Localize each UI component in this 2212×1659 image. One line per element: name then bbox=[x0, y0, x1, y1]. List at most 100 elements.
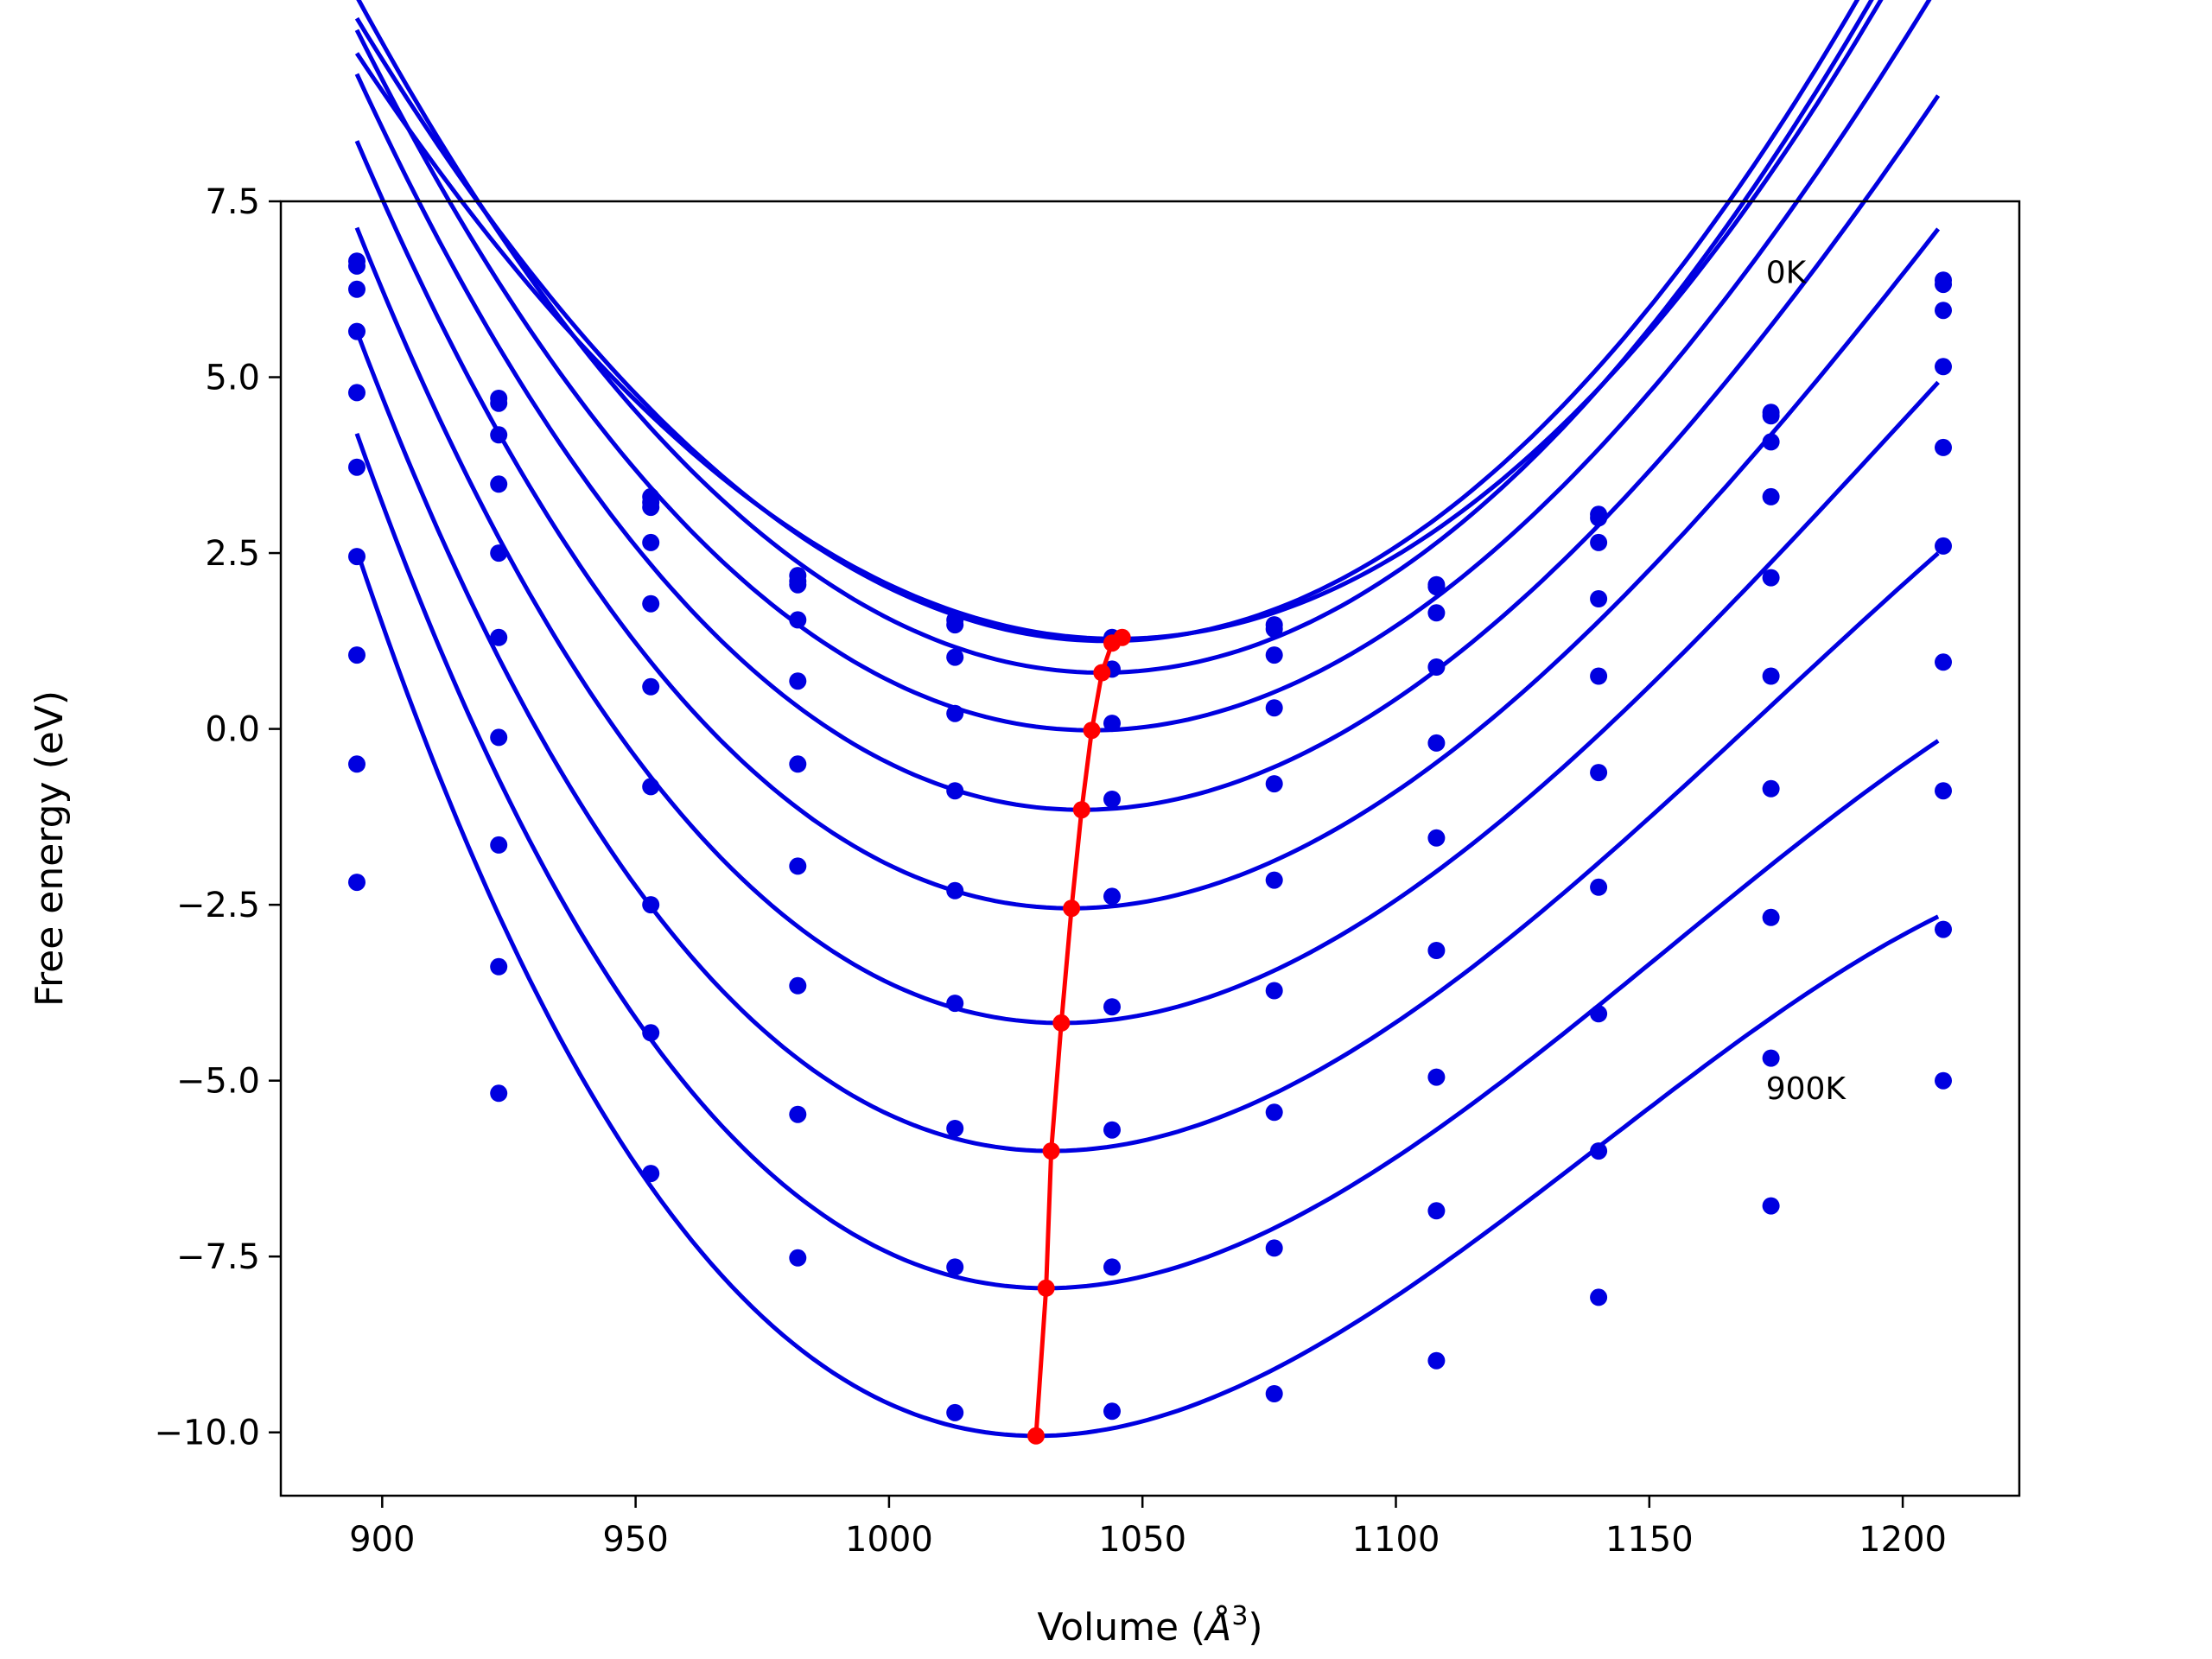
data-point-4-9 bbox=[1762, 569, 1780, 587]
data-point-7-1 bbox=[490, 836, 508, 854]
data-point-9-1 bbox=[490, 1084, 508, 1103]
y-tick-label-6: −7.5 bbox=[176, 1237, 260, 1277]
data-point-3-7 bbox=[1427, 658, 1446, 676]
data-point-5-10 bbox=[1935, 537, 1952, 555]
data-point-1-9 bbox=[1762, 407, 1780, 425]
data-point-9-8 bbox=[1590, 1288, 1608, 1306]
data-point-5-5 bbox=[1103, 887, 1121, 906]
data-point-7-5 bbox=[1103, 1121, 1121, 1139]
annotations: 0K 900K bbox=[1766, 255, 1847, 1106]
data-point-4-4 bbox=[946, 782, 964, 800]
data-point-3-10 bbox=[1935, 358, 1952, 376]
data-point-3-3 bbox=[789, 611, 807, 629]
data-point-5-8 bbox=[1590, 764, 1608, 782]
data-point-6-7 bbox=[1427, 942, 1446, 959]
data-point-2-10 bbox=[1935, 302, 1952, 320]
data-point-9-9 bbox=[1762, 1197, 1780, 1215]
data-point-5-4 bbox=[946, 881, 964, 899]
y-axis-ticks: 7.5 5.0 2.5 0.0 −2.5 −5.0 −7.5 −10.0 bbox=[154, 182, 281, 1453]
data-point-5-9 bbox=[1762, 667, 1780, 685]
y-tick-label-0: 7.5 bbox=[205, 182, 260, 222]
x-tick-label-2: 1000 bbox=[845, 1520, 933, 1560]
data-point-7-3 bbox=[789, 976, 807, 995]
data-point-5-7 bbox=[1427, 829, 1446, 847]
y-tick-label-7: −10.0 bbox=[154, 1414, 260, 1453]
data-point-2-1 bbox=[490, 426, 508, 444]
y-tick-label-3: 0.0 bbox=[205, 710, 260, 750]
data-point-3-1 bbox=[490, 475, 508, 493]
data-point-9-6 bbox=[1265, 1385, 1283, 1402]
minimum-path bbox=[1027, 628, 1131, 1445]
x-tick-label-4: 1100 bbox=[1352, 1520, 1440, 1560]
data-point-4-10 bbox=[1935, 438, 1952, 456]
data-point-5-2 bbox=[642, 677, 660, 696]
data-point-5-0 bbox=[348, 458, 365, 476]
fit-curve-2 bbox=[356, 0, 1874, 675]
data-point-3-8 bbox=[1590, 590, 1608, 607]
annotation-1: 900K bbox=[1766, 1071, 1847, 1107]
data-point-9-4 bbox=[946, 1403, 964, 1421]
y-tick-label-4: −2.5 bbox=[176, 886, 260, 925]
data-point-2-4 bbox=[946, 648, 964, 666]
data-point-4-7 bbox=[1427, 734, 1446, 752]
fit-curve-5 bbox=[354, 140, 1941, 911]
data-point-5-1 bbox=[490, 628, 508, 646]
annotation-0: 0K bbox=[1766, 255, 1808, 290]
data-point-9-0 bbox=[348, 874, 365, 892]
data-point-7-0 bbox=[348, 646, 365, 664]
fit-curves bbox=[354, 0, 1941, 1439]
data-point-6-10 bbox=[1935, 653, 1952, 671]
data-point-9-10 bbox=[1935, 1071, 1952, 1090]
data-point-8-3 bbox=[789, 1105, 807, 1123]
x-tick-label-1: 950 bbox=[602, 1520, 668, 1560]
data-point-3-4 bbox=[946, 704, 964, 722]
data-point-4-2 bbox=[642, 594, 660, 613]
data-point-2-9 bbox=[1762, 433, 1780, 451]
x-axis-label: Volume (Å3) bbox=[1037, 1601, 1262, 1649]
data-point-8-4 bbox=[946, 1258, 964, 1276]
y-tick-label-2: 2.5 bbox=[205, 534, 260, 574]
data-point-1-8 bbox=[1590, 509, 1608, 527]
min-path-point-4 bbox=[1072, 801, 1090, 819]
data-point-6-4 bbox=[946, 995, 964, 1013]
data-point-8-6 bbox=[1265, 1239, 1283, 1257]
x-tick-label-0: 900 bbox=[349, 1520, 415, 1560]
data-point-7-4 bbox=[946, 1120, 964, 1137]
data-point-9-2 bbox=[642, 1165, 660, 1183]
data-point-9-5 bbox=[1103, 1402, 1121, 1421]
data-point-5-6 bbox=[1265, 871, 1283, 889]
fit-curve-7 bbox=[354, 330, 1940, 1154]
data-point-7-9 bbox=[1762, 908, 1780, 926]
data-point-8-2 bbox=[642, 1024, 660, 1042]
data-point-1-4 bbox=[946, 616, 964, 634]
data-point-2-6 bbox=[1265, 646, 1283, 664]
data-point-4-1 bbox=[490, 544, 508, 563]
data-point-5-3 bbox=[789, 755, 807, 773]
data-point-6-1 bbox=[490, 728, 508, 747]
min-path-line bbox=[1033, 635, 1123, 1436]
data-point-8-1 bbox=[490, 957, 508, 976]
min-path-point-1 bbox=[1103, 634, 1121, 652]
data-point-9-7 bbox=[1427, 1351, 1446, 1370]
data-point-1-1 bbox=[490, 394, 508, 412]
fit-curve-3 bbox=[354, 0, 1932, 733]
min-path-point-7 bbox=[1042, 1142, 1060, 1160]
data-point-6-9 bbox=[1762, 779, 1780, 798]
min-path-point-8 bbox=[1037, 1279, 1055, 1297]
fit-curve-6 bbox=[354, 226, 1940, 1026]
data-point-8-10 bbox=[1935, 920, 1952, 938]
data-point-2-8 bbox=[1590, 533, 1608, 551]
x-tick-label-3: 1050 bbox=[1098, 1520, 1186, 1560]
x-tick-label-6: 1200 bbox=[1859, 1520, 1947, 1560]
data-point-7-10 bbox=[1935, 782, 1952, 800]
data-point-4-5 bbox=[1103, 791, 1121, 808]
data-point-8-0 bbox=[348, 755, 365, 773]
data-point-1-0 bbox=[348, 257, 365, 275]
x-axis-ticks: 900 950 1000 1050 1100 1150 1200 bbox=[349, 1496, 1947, 1560]
min-path-point-9 bbox=[1027, 1427, 1045, 1445]
data-point-1-10 bbox=[1935, 276, 1952, 294]
min-path-point-6 bbox=[1052, 1014, 1071, 1032]
data-point-3-0 bbox=[348, 322, 365, 340]
fit-curve-9 bbox=[354, 550, 1940, 1439]
